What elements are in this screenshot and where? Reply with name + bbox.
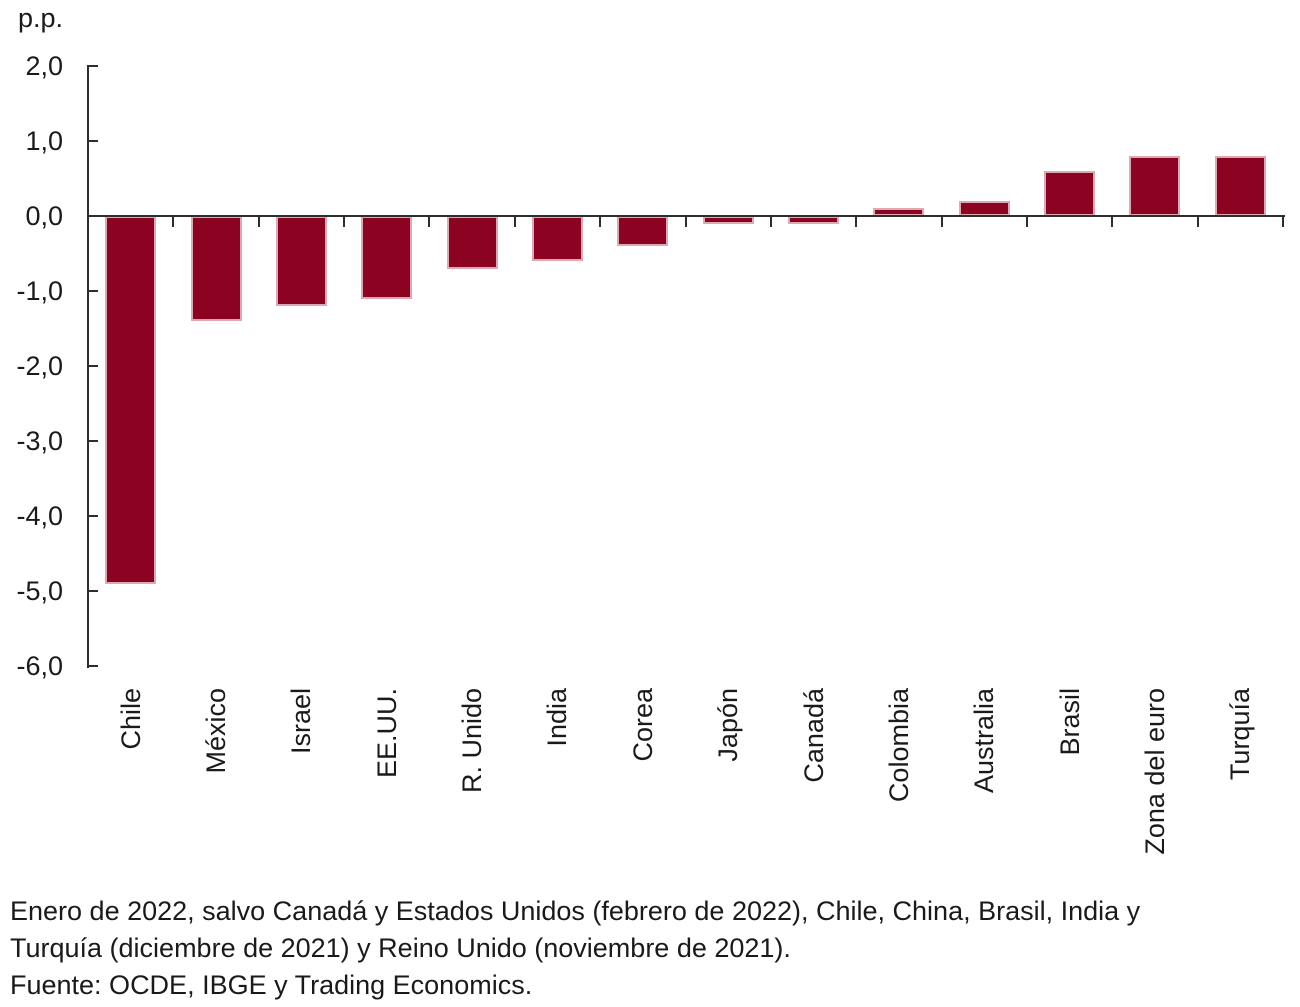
y-tick-label: -4,0 [16,501,63,531]
category-label: EE.UU. [372,688,402,779]
category-label: Australia [969,688,999,794]
y-tick-label: -2,0 [16,351,63,381]
y-tick-label: -3,0 [16,426,63,456]
x-axis-tick [599,216,601,227]
x-axis-tick [343,216,345,227]
category-label: México [201,688,231,774]
y-tick-label: -5,0 [16,576,63,606]
footnote: Enero de 2022, salvo Canadá y Estados Un… [10,893,1140,1004]
y-tick-label: 0,0 [25,201,63,231]
y-tick-label: 2,0 [25,51,63,81]
y-axis-tick [87,515,98,517]
x-axis-tick [685,216,687,227]
bar [532,216,583,261]
y-tick-label: -6,0 [16,651,63,681]
category-label: Colombia [884,688,914,803]
category-label: Chile [116,688,146,750]
y-axis-tick [87,290,98,292]
bar [617,216,668,246]
y-axis-unit-label: p.p. [18,3,64,33]
bar [105,216,156,584]
bar [959,201,1010,216]
bar [447,216,498,269]
y-axis-tick [87,440,98,442]
category-label: Corea [628,688,658,762]
bar [1044,171,1095,216]
bar [191,216,242,321]
category-label: Japón [713,688,743,762]
x-axis-tick [855,216,857,227]
x-axis-tick [770,216,772,227]
y-tick-label: -1,0 [16,276,63,306]
x-axis-tick [172,216,174,227]
x-axis-tick [941,216,943,227]
footnote-line: Enero de 2022, salvo Canadá y Estados Un… [10,896,1141,926]
y-axis-tick [87,65,98,67]
category-label: Israel [286,688,316,755]
category-label: Canadá [799,688,829,783]
bar [1215,156,1266,216]
bar [276,216,327,306]
y-axis-tick [87,590,98,592]
bar [703,216,754,224]
y-tick-label: 1,0 [25,126,63,156]
category-label: Turquía [1225,688,1255,781]
bar [1129,156,1180,216]
x-axis-tick [1197,216,1199,227]
x-axis-tick [1026,216,1028,227]
bar [788,216,839,224]
x-axis-tick [1282,216,1284,227]
category-label: Zona del euro [1140,688,1170,855]
y-axis-tick [87,665,98,667]
footnote-line: Fuente: OCDE, IBGE y Trading Economics. [10,970,533,1000]
footnote-line: Turquía (diciembre de 2021) y Reino Unid… [10,933,791,963]
x-axis-tick [514,216,516,227]
category-label: India [542,688,572,747]
x-axis-tick [1111,216,1113,227]
y-axis-tick [87,140,98,142]
x-axis-tick [428,216,430,227]
bar [361,216,412,299]
y-axis-tick [87,365,98,367]
category-label: R. Unido [457,688,487,794]
x-axis-tick [258,216,260,227]
category-label: Brasil [1055,688,1085,756]
